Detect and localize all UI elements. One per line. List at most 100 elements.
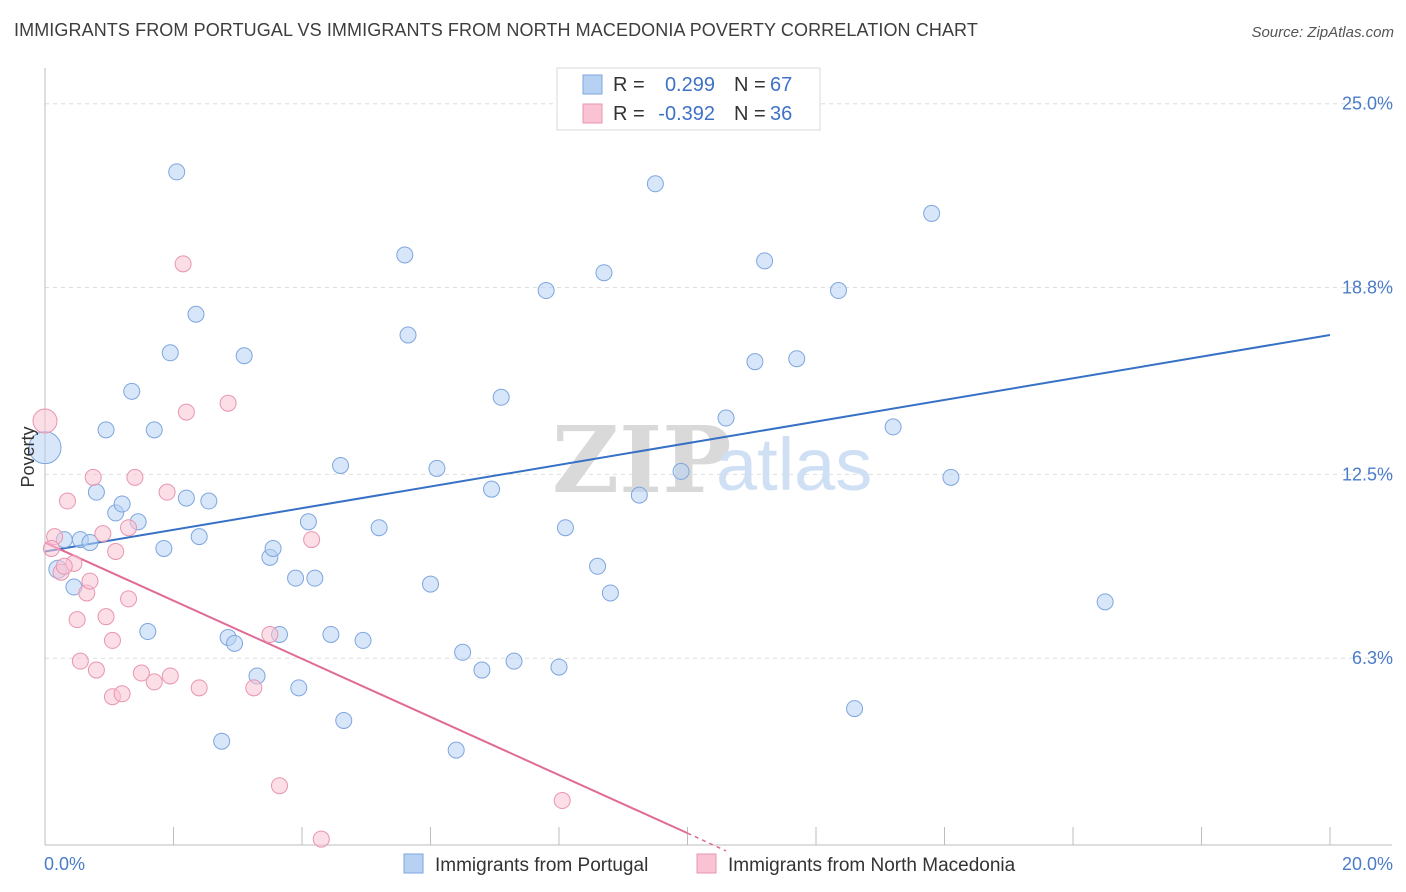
data-point-series-1 — [756, 252, 774, 270]
data-point-series-1 — [335, 711, 353, 729]
legend-n-value: 36 — [770, 103, 792, 125]
data-point-series-1 — [428, 459, 446, 477]
data-point-series-1 — [123, 382, 141, 400]
data-point-series-1 — [190, 528, 208, 546]
data-point-series-1 — [788, 350, 806, 368]
data-point-series-1 — [473, 661, 491, 679]
trend-lines — [44, 334, 1331, 852]
data-point-series-2 — [113, 685, 131, 703]
y-tick-label: 25.0% — [1342, 94, 1393, 114]
data-point-series-2 — [553, 792, 571, 810]
data-point-series-2 — [42, 539, 60, 557]
data-point-series-2 — [84, 468, 102, 486]
data-point-series-1 — [923, 204, 941, 222]
watermark: ZIP atlas — [552, 406, 872, 514]
data-point-series-1 — [483, 480, 501, 498]
legend-n-label: N = — [734, 74, 766, 96]
data-point-series-1 — [399, 326, 417, 344]
data-point-series-1 — [299, 513, 317, 531]
data-point-series-2 — [261, 625, 279, 643]
data-point-series-2 — [87, 661, 105, 679]
data-point-series-1 — [505, 652, 523, 670]
y-tick-label: 18.8% — [1342, 278, 1393, 298]
data-point-series-2 — [81, 572, 99, 590]
data-point-series-1 — [630, 486, 648, 504]
data-point-series-1 — [942, 468, 960, 486]
data-point-series-2 — [271, 777, 289, 795]
data-point-series-1 — [290, 679, 308, 697]
data-point-series-1 — [601, 584, 619, 602]
data-point-series-2 — [219, 394, 237, 412]
data-point-series-1 — [422, 575, 439, 593]
bottom-legend-swatch-1 — [403, 853, 424, 874]
x-tick-label: 20.0% — [1342, 854, 1393, 874]
data-point-series-1 — [168, 163, 186, 181]
data-point-series-2 — [132, 664, 150, 682]
data-point-series-1 — [97, 421, 115, 439]
data-point-series-1 — [846, 700, 864, 718]
trend-line-2 — [44, 541, 688, 835]
data-point-series-1 — [556, 519, 574, 537]
chart-title: IMMIGRANTS FROM PORTUGAL VS IMMIGRANTS F… — [14, 20, 978, 40]
data-point-series-1 — [113, 495, 131, 513]
data-point-series-1 — [492, 388, 510, 406]
data-point-series-1 — [595, 264, 613, 282]
legend-n-label: N = — [734, 103, 766, 125]
data-point-series-2 — [58, 492, 76, 510]
data-point-series-1 — [177, 489, 195, 507]
bottom-legend: Immigrants from Portugal Immigrants from … — [403, 853, 1016, 876]
data-point-series-1 — [396, 246, 414, 264]
trend-line-extension-2 — [687, 832, 727, 852]
data-point-series-1 — [145, 421, 163, 439]
trend-line-1 — [44, 334, 1331, 553]
data-point-series-1 — [306, 569, 324, 587]
data-point-series-2 — [120, 590, 138, 608]
y-tick-label: 12.5% — [1342, 464, 1393, 484]
legend-swatch-2 — [582, 103, 603, 124]
data-point-series-2 — [303, 531, 321, 549]
data-point-series-1 — [287, 569, 305, 587]
data-point-series-2 — [68, 611, 86, 629]
data-point-series-2 — [190, 679, 208, 697]
bottom-legend-swatch-2 — [696, 853, 717, 874]
watermark-atlas: atlas — [716, 423, 872, 506]
data-point-series-1 — [264, 539, 282, 557]
data-point-series-2 — [177, 403, 195, 421]
data-point-series-2 — [32, 408, 58, 434]
data-point-series-2 — [107, 542, 125, 560]
data-point-series-2 — [158, 483, 176, 501]
data-point-series-1 — [1096, 593, 1114, 611]
tick-labels: 6.3% 12.5% 18.8% 25.0% 0.0% 20.0% — [44, 94, 1393, 874]
data-point-series-1 — [370, 519, 388, 537]
data-point-series-1 — [717, 409, 735, 427]
data-point-series-1 — [81, 534, 99, 552]
data-point-series-1 — [829, 282, 847, 300]
data-point-series-2 — [145, 673, 163, 691]
data-point-series-1 — [646, 175, 664, 193]
data-point-series-1 — [672, 462, 690, 480]
x-tick-label: 0.0% — [44, 854, 85, 874]
grid-lines — [45, 103, 1392, 659]
data-point-series-1 — [550, 658, 568, 676]
data-point-series-2 — [71, 652, 89, 670]
data-point-series-1 — [454, 643, 472, 661]
data-point-series-1 — [589, 557, 607, 575]
bottom-legend-label-2: Immigrants from North Macedonia — [728, 855, 1016, 876]
data-point-series-1 — [447, 741, 465, 759]
data-point-series-1 — [139, 623, 157, 641]
legend: R = 0.299 N = 67 R = -0.392 N = 36 — [556, 67, 821, 131]
data-point-series-1 — [187, 305, 205, 323]
legend-swatch-1 — [582, 74, 603, 95]
y-tick-label: 6.3% — [1352, 648, 1393, 668]
data-point-series-2 — [120, 519, 138, 537]
data-point-series-2 — [161, 667, 179, 685]
data-point-series-1 — [213, 732, 231, 750]
data-point-series-2 — [94, 525, 112, 543]
legend-n-value: 67 — [770, 74, 792, 96]
data-point-series-2 — [103, 631, 121, 649]
data-points — [28, 163, 1114, 848]
data-point-series-1 — [235, 347, 253, 365]
data-point-series-2 — [312, 830, 330, 848]
data-point-series-1 — [161, 344, 179, 362]
